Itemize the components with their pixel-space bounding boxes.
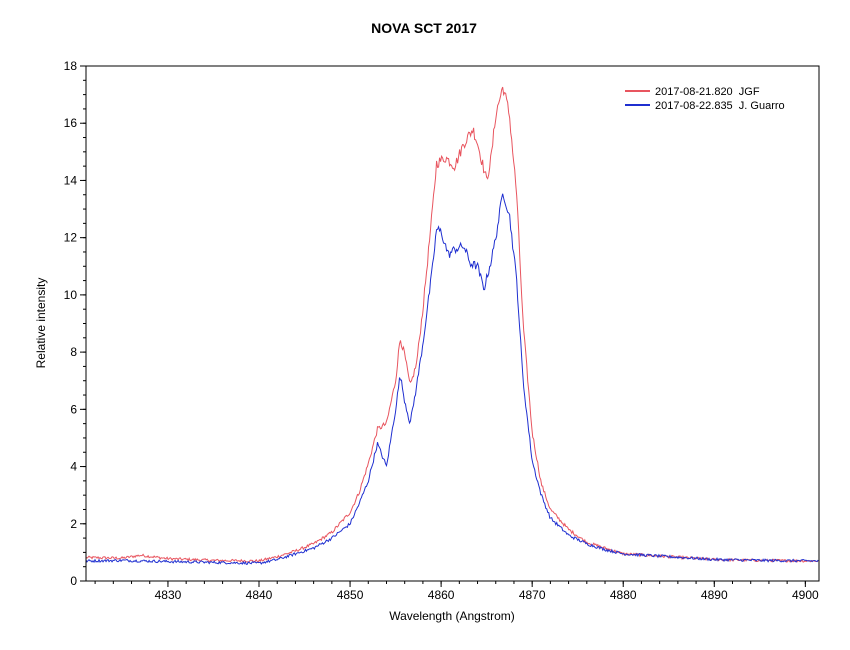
- y-tick-label: 8: [70, 345, 77, 359]
- x-tick-label: 4840: [246, 588, 273, 602]
- legend-label-series-2: 2017-08-22.835 J. Guarro: [655, 100, 785, 112]
- x-tick-label: 4900: [792, 588, 819, 602]
- x-tick-label: 4870: [519, 588, 546, 602]
- chart-title: NOVA SCT 2017: [371, 20, 477, 36]
- y-tick-label: 0: [70, 574, 77, 588]
- legend: 2017-08-21.820 JGF 2017-08-22.835 J. Gua…: [625, 86, 785, 112]
- plot-frame: [85, 65, 820, 582]
- x-tick-label: 4860: [428, 588, 455, 602]
- x-tick-label: 4890: [701, 588, 728, 602]
- x-axis: 4830 4840 4850 4860 4870 4880 4890 4900: [94, 581, 819, 602]
- legend-label-series-1: 2017-08-21.820 JGF: [655, 86, 760, 98]
- y-tick-label: 2: [70, 517, 77, 531]
- y-axis-label: Relative intensity: [34, 278, 48, 369]
- x-tick-label: 4880: [610, 588, 637, 602]
- y-tick-label: 10: [64, 288, 78, 302]
- y-tick-label: 6: [70, 402, 77, 416]
- y-axis: 0 2 4 6 8 10 12 14 16 18: [64, 59, 86, 588]
- y-tick-label: 4: [70, 460, 77, 474]
- series-line-1: [86, 86, 819, 563]
- x-tick-label: 4850: [337, 588, 364, 602]
- x-tick-label: 4830: [155, 588, 182, 602]
- y-tick-label: 18: [64, 59, 78, 73]
- x-axis-label: Wavelength (Angstrom): [389, 609, 515, 623]
- series-line-2: [86, 193, 819, 565]
- y-tick-label: 12: [64, 231, 78, 245]
- series-group: [86, 86, 819, 565]
- y-tick-label: 14: [64, 173, 78, 187]
- y-tick-label: 16: [64, 116, 78, 130]
